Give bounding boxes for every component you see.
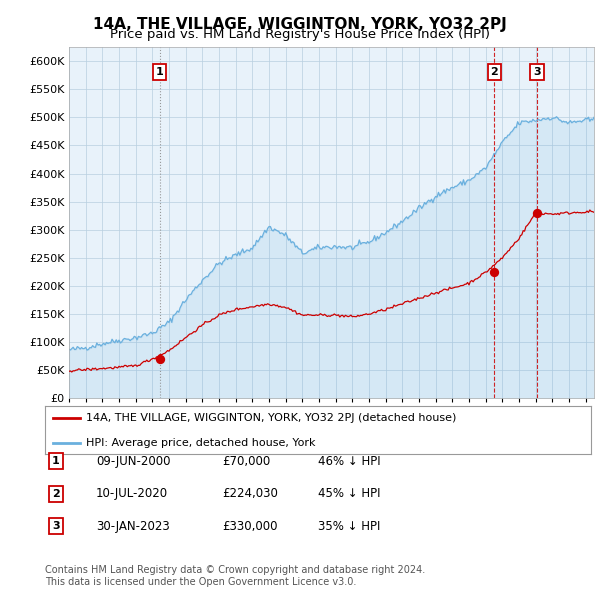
- Text: HPI: Average price, detached house, York: HPI: Average price, detached house, York: [86, 438, 316, 448]
- Text: 1: 1: [156, 67, 164, 77]
- Point: [532, 208, 542, 218]
- Text: £224,030: £224,030: [222, 487, 278, 500]
- Point: [490, 268, 499, 277]
- Text: 14A, THE VILLAGE, WIGGINTON, YORK, YO32 2PJ (detached house): 14A, THE VILLAGE, WIGGINTON, YORK, YO32 …: [86, 414, 457, 424]
- Text: Contains HM Land Registry data © Crown copyright and database right 2024.
This d: Contains HM Land Registry data © Crown c…: [45, 565, 425, 587]
- Text: 1: 1: [52, 457, 59, 466]
- Text: 09-JUN-2000: 09-JUN-2000: [96, 455, 170, 468]
- Text: 3: 3: [533, 67, 541, 77]
- Text: £70,000: £70,000: [222, 455, 270, 468]
- Text: 45% ↓ HPI: 45% ↓ HPI: [318, 487, 380, 500]
- Text: 10-JUL-2020: 10-JUL-2020: [96, 487, 168, 500]
- Text: 3: 3: [52, 522, 59, 531]
- Text: 46% ↓ HPI: 46% ↓ HPI: [318, 455, 380, 468]
- Point: [155, 354, 164, 363]
- Text: 14A, THE VILLAGE, WIGGINTON, YORK, YO32 2PJ: 14A, THE VILLAGE, WIGGINTON, YORK, YO32 …: [93, 17, 507, 31]
- Text: 2: 2: [491, 67, 499, 77]
- Text: £330,000: £330,000: [222, 520, 277, 533]
- Text: Price paid vs. HM Land Registry's House Price Index (HPI): Price paid vs. HM Land Registry's House …: [110, 28, 490, 41]
- Text: 30-JAN-2023: 30-JAN-2023: [96, 520, 170, 533]
- Text: 35% ↓ HPI: 35% ↓ HPI: [318, 520, 380, 533]
- Text: 2: 2: [52, 489, 59, 499]
